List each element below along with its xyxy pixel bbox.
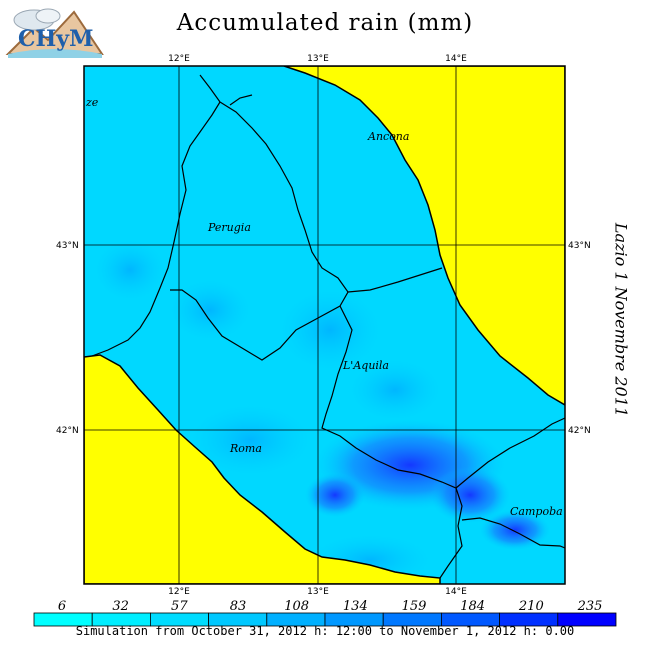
place-roma: Roma xyxy=(229,442,262,455)
region-borders xyxy=(91,74,565,579)
colorbar-label: 6 xyxy=(57,599,67,614)
place-perugia: Perugia xyxy=(207,221,251,234)
adriatic-sea xyxy=(283,66,565,406)
colorbar-label: 159 xyxy=(401,599,427,614)
place-laquila: L'Aquila xyxy=(342,359,389,372)
lon-label-bottom-13: 13°E xyxy=(307,587,329,597)
place-ancona: Ancona xyxy=(367,130,409,143)
place-ze: ze xyxy=(85,96,99,109)
colorbar-label: 184 xyxy=(460,599,486,614)
lat-label-right-43: 43°N xyxy=(568,241,591,251)
simulation-note: Simulation from October 31, 2012 h: 12:0… xyxy=(75,624,575,638)
map-title: Accumulated rain (mm) xyxy=(176,10,474,36)
colorbar-label: 235 xyxy=(577,599,603,614)
lat-label-right-42: 42°N xyxy=(568,426,591,436)
colorbar-label: 83 xyxy=(229,599,247,614)
lat-label-left-43: 43°N xyxy=(56,241,79,251)
colorbar-swatch xyxy=(557,612,617,627)
colorbar-label: 134 xyxy=(342,599,368,614)
colorbar-label: 210 xyxy=(518,599,544,614)
lon-label-top-14: 14°E xyxy=(445,54,467,64)
rain-field xyxy=(95,240,550,584)
lat-label-left-42: 42°N xyxy=(56,426,79,436)
map-frame xyxy=(83,65,566,585)
lon-label-top-12: 12°E xyxy=(168,54,190,64)
lon-label-bottom-12: 12°E xyxy=(168,587,190,597)
colorbar-label: 108 xyxy=(284,599,310,614)
chym-logo-icon: CHyM xyxy=(4,4,104,58)
colorbar-label: 57 xyxy=(171,599,188,614)
lon-label-top-13: 13°E xyxy=(307,54,329,64)
colorbar xyxy=(33,612,617,627)
lon-label-bottom-14: 14°E xyxy=(445,587,467,597)
lat-lon-grid xyxy=(84,66,565,584)
place-campoba: Campoba xyxy=(510,505,563,518)
logo-text: CHyM xyxy=(18,26,93,52)
tyrrhenian-sea xyxy=(84,354,441,584)
colorbar-label: 32 xyxy=(112,599,129,614)
